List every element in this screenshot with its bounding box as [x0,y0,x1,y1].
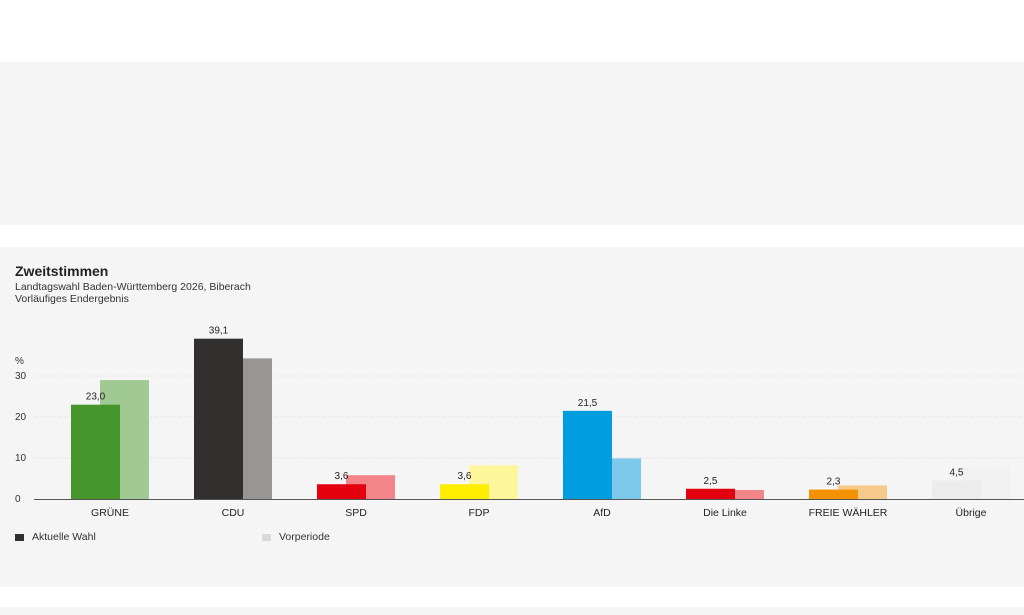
data-label: 3,6 [458,471,472,482]
x-tick-label: Übrige [956,507,987,519]
bottom-placeholder-band [0,607,1024,615]
x-tick-label: FREIE WÄHLER [809,507,888,519]
bar-current [440,484,489,499]
legend-label-current: Aktuelle Wahl [32,531,96,543]
x-tick-label: AfD [593,507,611,519]
data-label: 2,5 [704,476,718,487]
data-label: 23,0 [86,392,106,403]
bar-previous [715,489,764,499]
data-label: 21,5 [578,398,598,409]
bar-chart: % 0 10 20 30 23,0 GRÜNE 39,1 CDU 3,6 SPD 3,6 FDP 21,… [15,326,1024,519]
chart-status-subtitle: Vorläufiges Endergebnis [15,293,129,305]
bar-current [71,404,120,499]
y-axis-unit-label: % [15,356,24,367]
legend-label-previous: Vorperiode [279,531,330,543]
legend-swatch-previous [262,533,271,541]
data-label: 39,1 [209,326,229,337]
legend-item-previous: Vorperiode [262,531,330,543]
y-tick-label: 10 [15,453,27,464]
data-label: 2,3 [827,477,841,488]
top-placeholder-band [0,62,1024,225]
chart-title: Zweitstimmen [15,263,109,279]
data-label: 3,6 [335,471,349,482]
legend-swatch-current [15,533,24,541]
bar-current [686,488,735,499]
data-label: 4,5 [950,468,964,479]
y-tick-label: 20 [15,412,27,423]
x-tick-label: CDU [222,507,245,519]
y-tick-label: 30 [15,371,27,382]
bar-current [932,480,981,499]
bar-current [563,410,612,499]
x-tick-label: GRÜNE [91,507,129,519]
x-tick-label: SPD [345,507,367,519]
bar-current [317,484,366,499]
y-tick-label: 0 [15,494,21,505]
x-tick-label: Die Linke [703,507,747,519]
chart-panel: Zweitstimmen Landtagswahl Baden-Württemb… [0,247,1024,587]
bar-current [809,489,858,499]
chart-subtitle: Landtagswahl Baden-Württemberg 2026, Bib… [15,281,251,293]
legend-item-current: Aktuelle Wahl [15,531,96,543]
bar-current [194,338,243,499]
x-tick-label: FDP [469,507,490,519]
